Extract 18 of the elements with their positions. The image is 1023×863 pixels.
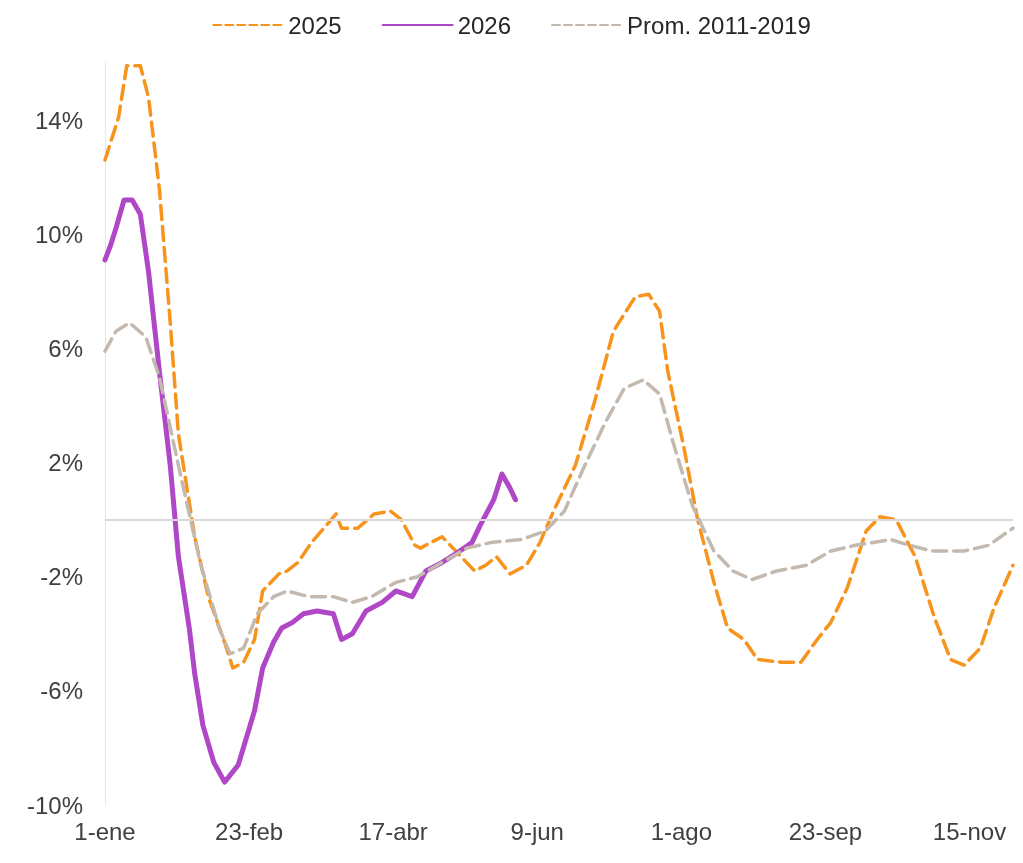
x-tick-label: 15-nov — [932, 817, 1007, 845]
line-series — [103, 320, 1015, 656]
y-tick-label: 2% — [48, 449, 83, 477]
y-tick-label: 6% — [48, 334, 83, 362]
x-tick-label: 1-ago — [650, 817, 713, 845]
legend-label: 2025 — [288, 11, 342, 39]
x-tick-label: 17-abr — [358, 817, 428, 845]
x-tick-label: 23-sep — [788, 817, 863, 845]
y-tick-label: 14% — [34, 106, 83, 134]
x-tick-label: 23-feb — [215, 817, 284, 845]
legend-label: Prom. 2011-2019 — [627, 11, 811, 39]
x-tick-label: 9-jun — [510, 817, 564, 845]
y-tick-label: -10% — [26, 791, 83, 819]
y-tick-label: -2% — [40, 563, 83, 591]
y-tick-label: 10% — [34, 220, 83, 248]
legend-label: 2026 — [457, 11, 512, 39]
x-tick-label: 1-ene — [74, 817, 136, 845]
y-tick-label: -6% — [40, 677, 83, 705]
